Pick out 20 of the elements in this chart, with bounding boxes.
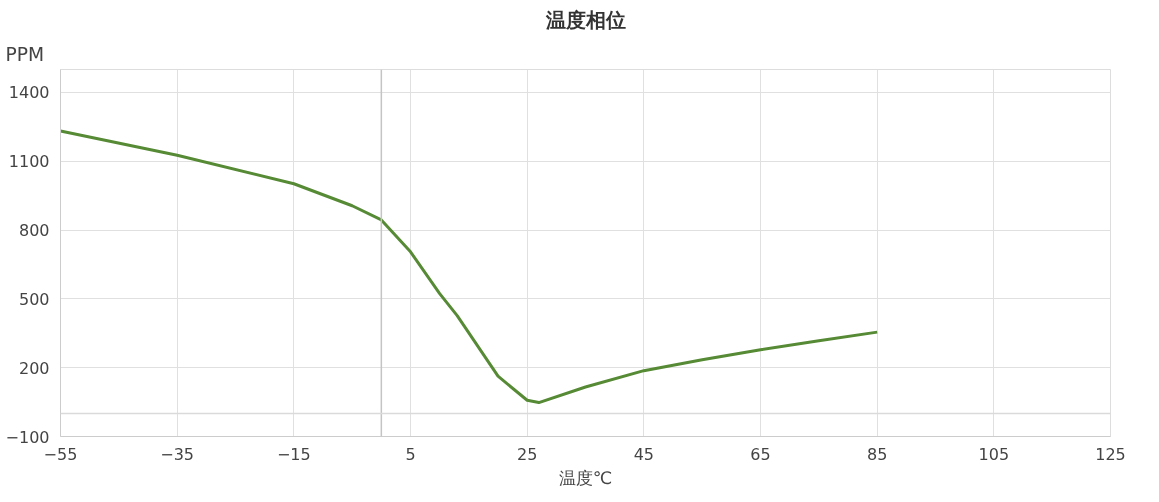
y-tick-label: 1400 <box>8 83 50 103</box>
y-tick-label: 800 <box>18 221 50 241</box>
x-tick-label: 105 <box>978 444 1010 464</box>
x-tick-label: −35 <box>160 444 195 464</box>
y-tick-label: 1100 <box>8 152 50 172</box>
x-tick-label: 125 <box>1095 444 1126 464</box>
x-tick-label: −15 <box>276 444 311 464</box>
x-tick-label: 25 <box>516 444 538 464</box>
y-tick-label: −100 <box>5 427 50 447</box>
y-axis-title: PPM <box>5 43 45 65</box>
x-tick-label: 65 <box>750 444 771 464</box>
x-axis-title: 温度℃ <box>558 467 613 488</box>
x-tick-label: 45 <box>633 444 655 464</box>
y-tick-label: 500 <box>18 289 50 309</box>
x-tick-label: −55 <box>43 444 78 464</box>
line-series <box>60 129 879 405</box>
chart-title: 温度相位 <box>544 7 626 32</box>
x-tick-label: 5 <box>405 444 416 464</box>
y-tick-label: 200 <box>18 358 50 378</box>
x-tick-label: 85 <box>866 444 888 464</box>
